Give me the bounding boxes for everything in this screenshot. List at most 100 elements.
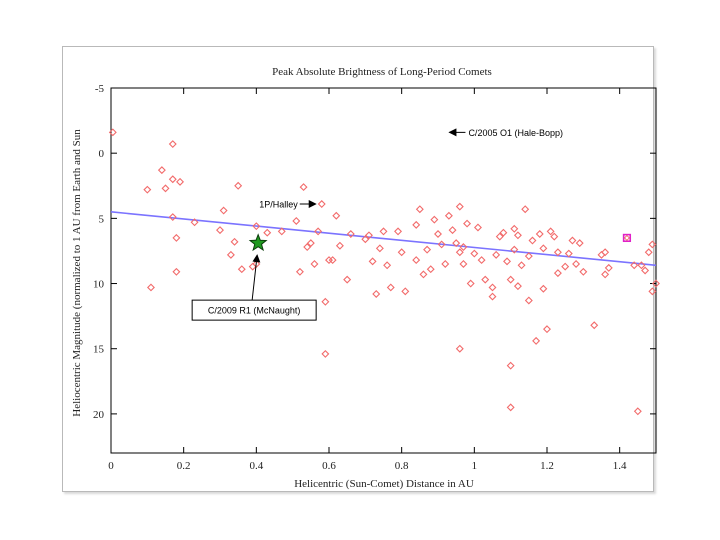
x-tick-label: 0.6 [322,460,336,472]
x-tick-label: 0 [108,460,114,472]
comet-point [375,244,384,253]
comet-point [543,325,551,334]
comet-point [423,245,432,254]
trend-line [110,211,657,267]
comet-point [601,270,610,279]
comet-point [168,140,177,149]
comet-point [448,226,457,235]
comet-point [470,249,479,258]
comet-point [532,336,541,345]
comet-point [455,202,464,211]
comet-point [572,260,581,268]
x-axis-label: Helicentric (Sun-Comet) Distance in AU [294,478,474,490]
comet-point [292,216,301,225]
comet-point [590,321,599,330]
comet-point [321,297,330,306]
comet-point [506,403,515,412]
comet-point [513,231,522,240]
comet-point [386,283,395,292]
y-tick-label: -5 [95,83,105,95]
comet-point [648,287,657,296]
mcnaught-arrow [251,254,261,301]
comet-point [397,248,406,257]
comet-point [230,237,239,246]
comet-point [234,181,243,190]
comet-point [517,261,526,270]
mcnaught-label: C/2009 R1 (McNaught) [208,306,301,316]
comet-point [539,284,548,293]
axis-ticks: 0 0.2 0.4 0.6 0.8 1 1.2 1.4 -5 0 5 10 15 20 [93,83,656,472]
comet-point [372,289,381,298]
comet-point [466,279,475,288]
comet-point [277,227,286,236]
comet-point [601,248,610,257]
comet-point [252,260,261,268]
y-tick-label: 15 [93,344,105,356]
comet-point [364,231,373,240]
comet-point [306,239,315,248]
comet-point [463,219,472,228]
comet-point [553,269,562,278]
x-tick-label: 1.4 [613,460,627,472]
comet-point [477,256,486,265]
annotations: C/2005 O1 (Hale-Bopp) 1P/Halley C/2009 R1 … [191,128,563,321]
comet-point [535,230,544,238]
comet-point [383,261,392,270]
comet-point [335,241,344,250]
comet-point [332,211,341,220]
comet-point [157,166,166,175]
comet-point [579,267,588,276]
comet-point [310,260,319,268]
comet-point [495,232,504,241]
comet-point [564,249,573,258]
comet-point [510,224,519,233]
comet-point [652,279,660,288]
comet-point [321,349,330,358]
comet-point [506,361,515,370]
comet-point [252,222,261,231]
comet-point [455,344,464,353]
comet-point [513,282,522,291]
comet-point [172,233,181,242]
comet-point [575,239,584,248]
comet-point [437,240,446,249]
comet-point [492,250,501,259]
comet-point [108,128,117,137]
comet-point [488,292,497,301]
comet-point [441,260,450,268]
comet-point [172,267,181,276]
comet-point [434,230,442,238]
comet-point [415,205,424,214]
comet-point [190,218,199,227]
comet-point [343,275,352,284]
comet-point [216,226,224,235]
comet-point [346,230,355,238]
comet-point [143,185,152,194]
comet-point [550,232,559,241]
comet-point [510,245,519,254]
comet-point [176,177,185,186]
comet-point [455,248,464,257]
comet-point [521,205,530,214]
comet-point [539,244,548,253]
comet-point [499,228,508,237]
comet-point [444,211,453,220]
comet-point [168,175,177,184]
comet-point [644,248,653,257]
comet-point [168,213,177,222]
chart-title: Peak Absolute Brightness of Long-Period … [272,66,492,78]
comet-point [361,235,370,244]
comet-point [161,184,170,193]
comet-point [314,227,323,236]
comet-point [328,256,337,265]
comet-point [473,223,482,232]
comet-point [303,243,312,252]
comet-point [633,407,642,416]
x-tick-label: 1.2 [540,460,554,472]
comet-point [459,260,468,268]
x-tick-label: 0.4 [249,460,263,472]
mcnaught-callout-box [191,299,317,321]
comet-point [637,261,646,270]
comet-point [394,227,403,236]
hale-bopp-label: C/2005 O1 (Hale-Bopp) [468,128,563,138]
